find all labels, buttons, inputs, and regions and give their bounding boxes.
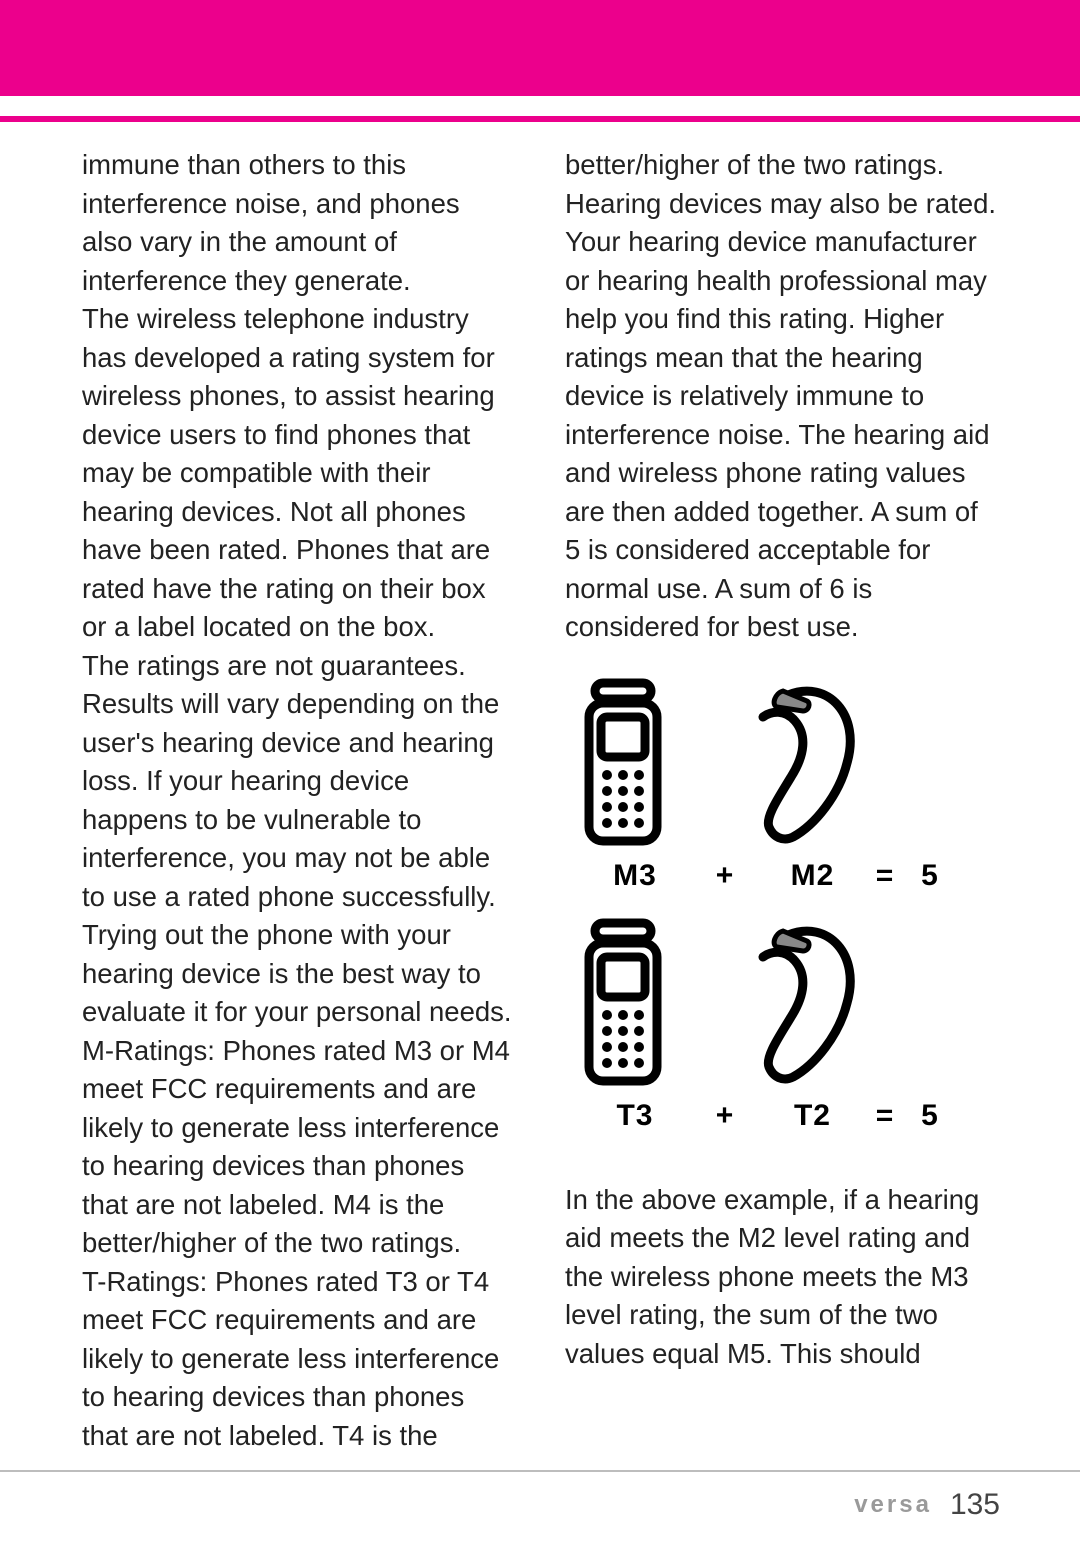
right-column: better/higher of the two ratings. Hearin… — [565, 146, 998, 1455]
aid-rating-label: M2 — [765, 855, 860, 897]
header-band — [0, 0, 1080, 96]
body-text: The ratings are not guarantees. Results … — [82, 647, 515, 1032]
phone-icon — [573, 917, 673, 1087]
page-number: 135 — [950, 1488, 1000, 1522]
hearing-aid-icon — [733, 917, 863, 1087]
rating-diagram: M3 + M2 = 5 — [565, 671, 998, 1163]
brand-logo: versa — [854, 1491, 932, 1519]
sum-value: 5 — [910, 855, 950, 897]
plus-symbol: + — [685, 1095, 765, 1137]
body-text: T-Ratings: Phones rated T3 or T4 meet FC… — [82, 1263, 515, 1456]
equation-row: T3 + T2 = 5 — [565, 1095, 998, 1137]
diagram-row — [565, 677, 998, 847]
phone-icon — [573, 677, 673, 847]
header-gap — [0, 96, 1080, 116]
body-text: M-Ratings: Phones rated M3 or M4 meet FC… — [82, 1032, 515, 1263]
diagram-icons — [573, 917, 863, 1087]
body-text: In the above example, if a hearing aid m… — [565, 1181, 998, 1374]
sum-value: 5 — [910, 1095, 950, 1137]
page-footer: versa 135 — [854, 1488, 1000, 1522]
body-text: immune than others to this interference … — [82, 146, 515, 300]
hearing-aid-icon — [733, 677, 863, 847]
equation-row: M3 + M2 = 5 — [565, 855, 998, 897]
phone-rating-label: M3 — [585, 855, 685, 897]
body-text: better/higher of the two ratings. Hearin… — [565, 146, 998, 647]
equals-symbol: = — [860, 1095, 910, 1137]
diagram-icons — [573, 677, 863, 847]
footer-rule — [0, 1470, 1080, 1472]
phone-rating-label: T3 — [585, 1095, 685, 1137]
diagram-row — [565, 917, 998, 1087]
equals-symbol: = — [860, 855, 910, 897]
plus-symbol: + — [685, 855, 765, 897]
left-column: immune than others to this interference … — [82, 146, 515, 1455]
body-text: The wireless telephone industry has deve… — [82, 300, 515, 647]
aid-rating-label: T2 — [765, 1095, 860, 1137]
content-area: immune than others to this interference … — [0, 122, 1080, 1455]
